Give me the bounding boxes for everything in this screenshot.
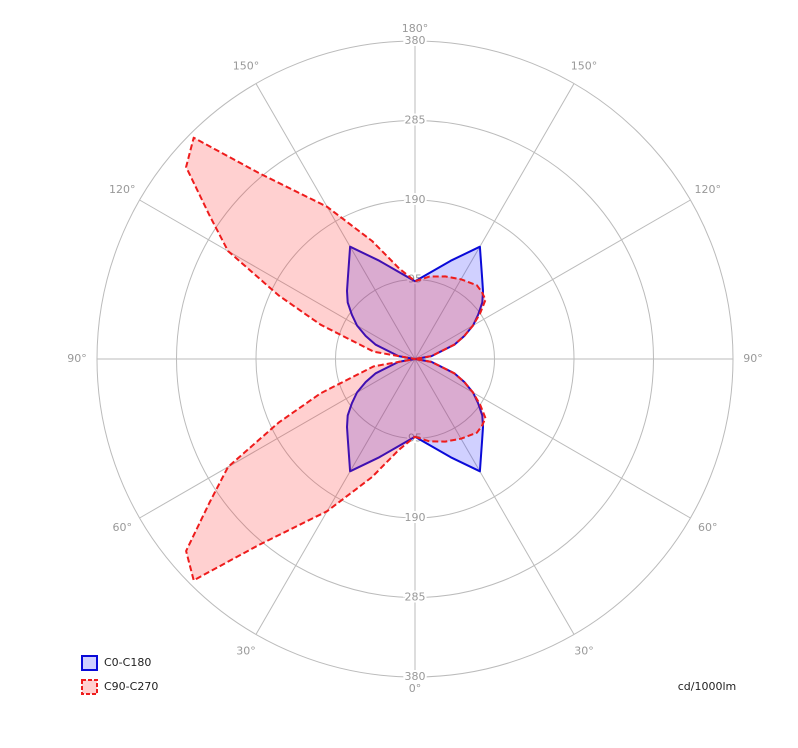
legend-swatch: [81, 679, 98, 695]
angle-label: 120°: [694, 183, 721, 196]
legend-label: C90-C270: [104, 680, 158, 693]
angle-label: 150°: [571, 59, 598, 72]
unit-label: cd/1000lm: [678, 680, 737, 693]
r-tick-label: 190: [405, 193, 426, 206]
series-area: [185, 136, 487, 582]
legend-swatch: [81, 655, 98, 671]
grid-spoke: [414, 83, 575, 360]
angle-label: 60°: [698, 521, 718, 534]
angle-label: 0°: [409, 682, 422, 695]
angle-label: 180°: [402, 22, 429, 35]
r-tick-label: 190: [405, 511, 426, 524]
angle-label: 90°: [743, 352, 763, 365]
r-tick-label: 95: [408, 273, 422, 286]
grid-spoke: [414, 199, 691, 360]
angle-label: 120°: [109, 183, 136, 196]
angle-label: 30°: [236, 645, 256, 658]
r-tick-label: 380: [405, 670, 426, 683]
angle-label: 60°: [113, 521, 133, 534]
angle-label: 150°: [233, 59, 260, 72]
angle-label: 90°: [67, 352, 87, 365]
grid-spoke: [255, 358, 416, 635]
grid-spoke: [139, 358, 416, 519]
grid-spoke: [255, 83, 416, 360]
r-tick-label: 285: [405, 591, 426, 604]
angle-label: 30°: [574, 645, 594, 658]
legend-label: C0-C180: [104, 656, 151, 669]
r-tick-label: 380: [405, 34, 426, 47]
grid-spoke: [414, 358, 575, 635]
grid-spoke: [139, 199, 416, 360]
r-tick-label: 285: [405, 114, 426, 127]
grid-spoke: [414, 358, 691, 519]
